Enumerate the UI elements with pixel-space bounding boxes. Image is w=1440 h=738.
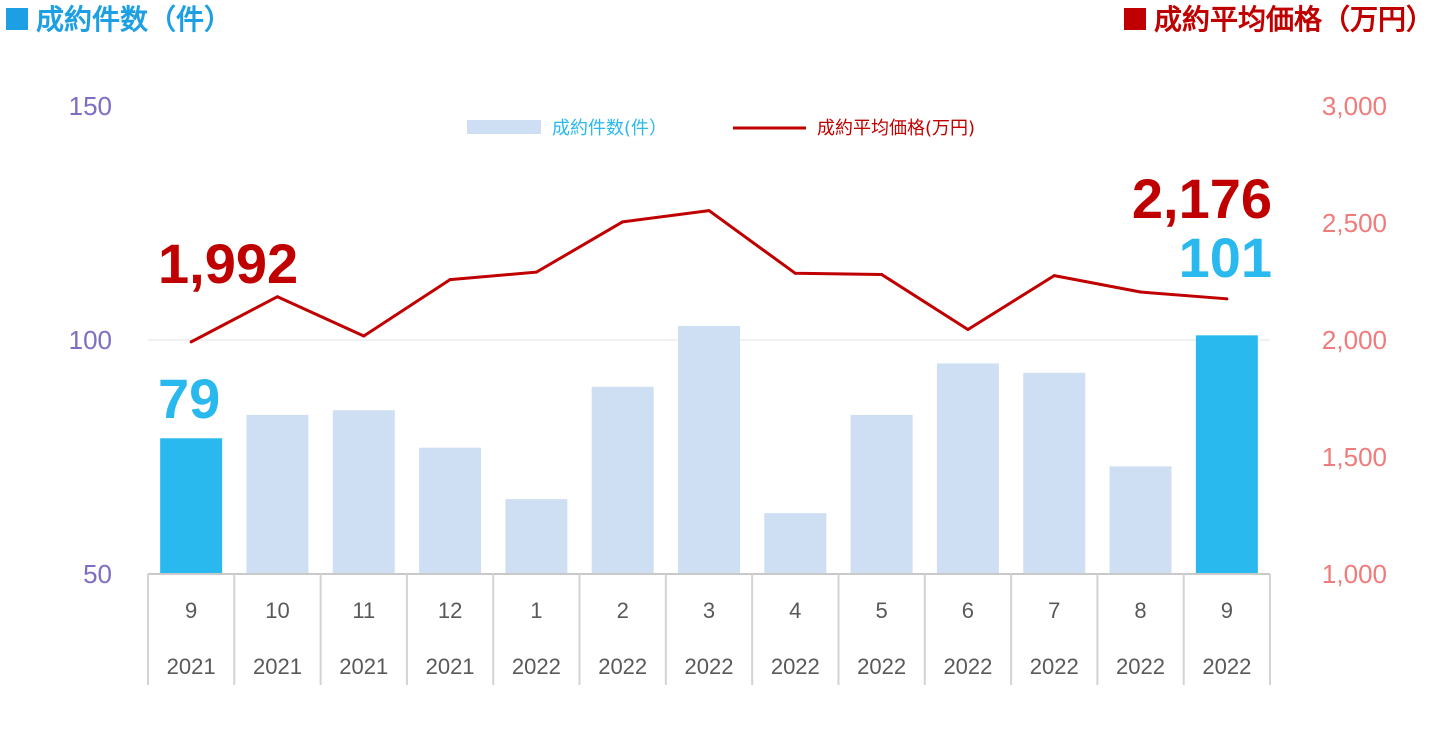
- price-point-7: [793, 271, 797, 275]
- last-price-label: 2,176: [1132, 167, 1272, 230]
- x-tick-month-4: 1: [530, 598, 542, 623]
- x-tick-year-10: 2022: [1030, 654, 1079, 679]
- left-axis-title-text: 成約件数（件）: [36, 3, 233, 36]
- y-right-tick-3: 2,500: [1322, 208, 1387, 238]
- x-tick-month-9: 6: [962, 598, 974, 623]
- bar-9: [936, 363, 999, 574]
- bar-12: [1195, 335, 1258, 574]
- x-tick-month-11: 8: [1134, 598, 1146, 623]
- y-left-tick-1: 100: [69, 325, 112, 355]
- price-point-3: [448, 278, 452, 282]
- right-axis-title-text: 成約平均価格（万円）: [1153, 3, 1434, 36]
- x-tick-year-4: 2022: [512, 654, 561, 679]
- x-tick-month-10: 7: [1048, 598, 1060, 623]
- x-tick-month-3: 12: [438, 598, 462, 623]
- x-tick-year-1: 2021: [253, 654, 302, 679]
- bar-7: [764, 513, 827, 574]
- left-legend-square-icon: [6, 8, 28, 30]
- price-point-1: [275, 295, 279, 299]
- x-tick-year-11: 2022: [1116, 654, 1165, 679]
- x-tick-month-8: 5: [875, 598, 887, 623]
- price-point-9: [966, 327, 970, 331]
- legend-bar-label: 成約件数(件）: [552, 118, 667, 139]
- x-tick-year-7: 2022: [771, 654, 820, 679]
- bar-4: [505, 499, 568, 574]
- legend-line-label: 成約平均価格(万円): [817, 118, 975, 139]
- bar-3: [419, 447, 482, 574]
- price-point-0: [189, 340, 193, 344]
- x-tick-month-0: 9: [185, 598, 197, 623]
- right-legend-square-icon: [1123, 8, 1146, 30]
- y-right-tick-2: 2,000: [1322, 325, 1387, 355]
- x-tick-month-7: 4: [789, 598, 801, 623]
- x-tick-year-0: 2021: [167, 654, 216, 679]
- y-left-tick-2: 150: [69, 91, 112, 121]
- bar-8: [850, 414, 913, 574]
- x-tick-year-9: 2022: [943, 654, 992, 679]
- x-tick-month-12: 9: [1221, 598, 1233, 623]
- price-point-4: [534, 270, 538, 274]
- x-tick-year-5: 2022: [598, 654, 647, 679]
- price-point-11: [1139, 290, 1143, 294]
- y-right-tick-0: 1,000: [1322, 559, 1387, 589]
- x-tick-year-2: 2021: [339, 654, 388, 679]
- y-left-tick-0: 50: [83, 559, 112, 589]
- bar-6: [678, 325, 740, 574]
- x-tick-year-12: 2022: [1202, 654, 1251, 679]
- x-tick-month-6: 3: [703, 598, 715, 623]
- price-line: [190, 209, 1227, 344]
- x-tick-year-6: 2022: [685, 654, 734, 679]
- first-price-label: 1,992: [158, 232, 298, 295]
- last-count-label: 101: [1179, 226, 1272, 289]
- bar-11: [1109, 466, 1172, 574]
- price-point-12: [1225, 297, 1229, 301]
- x-tick-year-8: 2022: [857, 654, 906, 679]
- x-tick-year-3: 2021: [426, 654, 475, 679]
- y-right-tick-1: 1,500: [1322, 442, 1387, 472]
- bar-1: [246, 414, 309, 574]
- x-tick-month-2: 11: [352, 598, 375, 623]
- price-point-2: [362, 334, 366, 338]
- right-axis-title: 成約平均価格（万円）: [1123, 2, 1434, 38]
- bar-0: [160, 438, 223, 574]
- y-right-tick-4: 3,000: [1322, 91, 1387, 121]
- legend-bar-swatch: [467, 120, 541, 134]
- left-axis-title: 成約件数（件）: [6, 2, 232, 38]
- bar-2: [332, 410, 395, 574]
- x-tick-month-1: 10: [265, 598, 289, 623]
- price-point-6: [707, 209, 711, 213]
- price-point-8: [880, 272, 884, 276]
- x-tick-month-5: 2: [617, 598, 629, 623]
- bar-10: [1023, 372, 1086, 574]
- bar-5: [591, 386, 654, 574]
- price-point-5: [621, 220, 625, 224]
- price-point-10: [1052, 274, 1056, 278]
- first-count-label: 79: [158, 367, 220, 430]
